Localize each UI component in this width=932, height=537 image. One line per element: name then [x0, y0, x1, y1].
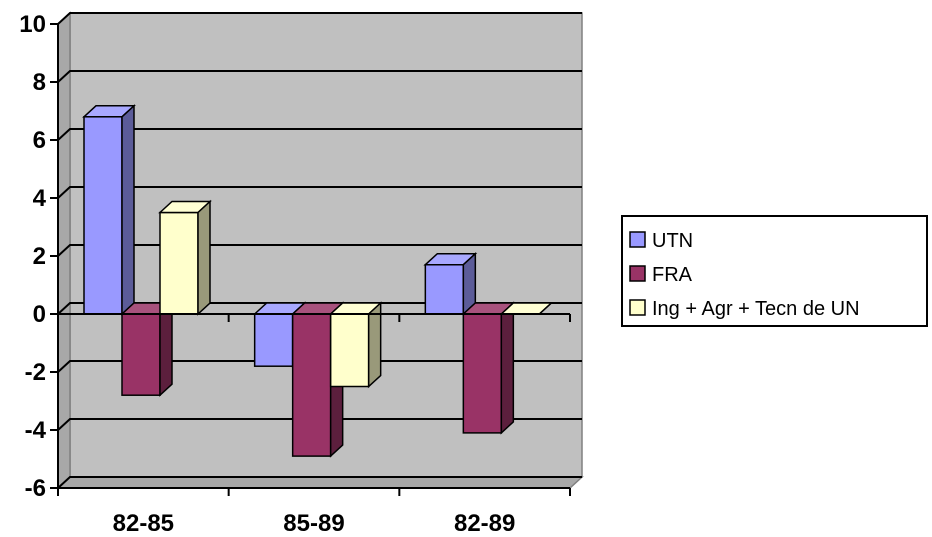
bar-front: [329, 313, 370, 388]
legend-label: UTN: [652, 230, 693, 252]
gridline: [57, 244, 582, 257]
gridline: [57, 360, 582, 373]
bar-front: [159, 211, 199, 315]
gridline: [57, 302, 582, 315]
legend-label: Ing + Agr + Tecn de UN: [652, 298, 860, 320]
gridlines: [57, 12, 582, 489]
legend-swatch: [629, 265, 646, 282]
gridline: [57, 70, 582, 83]
bar-fra-82-89: [461, 301, 516, 435]
bar-ing-agr-tecn-de-un-85-89: [328, 301, 383, 389]
gridline: [57, 476, 582, 489]
y-tick-label: 2: [33, 243, 46, 270]
bar-side: [159, 301, 173, 397]
y-axis-ticks: 10 8 6 4 2 0 -2 -4 -6: [19, 11, 58, 502]
bar-side: [121, 104, 135, 316]
bar-front: [83, 116, 123, 315]
gridline: [57, 128, 582, 141]
bar-front: [462, 313, 503, 434]
y-tick-label: 0: [33, 301, 46, 328]
bar-utn-82-85: [82, 104, 136, 316]
y-tick-label: 8: [33, 69, 46, 96]
bar-ing-agr-tecn-de-un-82-85: [158, 199, 212, 316]
bar-front: [291, 313, 332, 457]
x-category-label: 85-89: [283, 510, 344, 537]
gridline: [57, 186, 582, 199]
legend-swatch: [629, 231, 646, 248]
bar-side: [197, 199, 211, 316]
x-axis-categories: 82-85 85-89 82-89: [113, 510, 516, 537]
gridline: [57, 418, 582, 431]
bar-front: [424, 263, 465, 315]
y-tick-label: 4: [33, 185, 47, 212]
y-tick-label: -6: [25, 475, 46, 502]
bar-side: [367, 301, 382, 389]
legend-label: FRA: [652, 264, 693, 286]
bar-fra-82-85: [120, 301, 174, 397]
floor: [56, 476, 584, 489]
y-tick-label: 10: [19, 11, 46, 38]
y-tick-label: -2: [25, 359, 46, 386]
gridline: [57, 12, 582, 25]
legend-swatch: [629, 299, 646, 316]
bar-side: [500, 301, 515, 435]
bar-utn-82-89: [423, 251, 478, 316]
legend-box: [621, 215, 928, 327]
bar-side: [538, 302, 552, 315]
bar-front: [253, 313, 294, 367]
bars: [82, 104, 554, 458]
bar-front: [121, 313, 161, 396]
x-category-label: 82-89: [454, 510, 515, 537]
y-tick-label: 6: [33, 127, 46, 154]
x-category-label: 82-85: [113, 510, 174, 537]
legend: UTN FRA Ing + Agr + Tecn de UN: [621, 215, 928, 327]
y-tick-label: -4: [25, 417, 47, 444]
